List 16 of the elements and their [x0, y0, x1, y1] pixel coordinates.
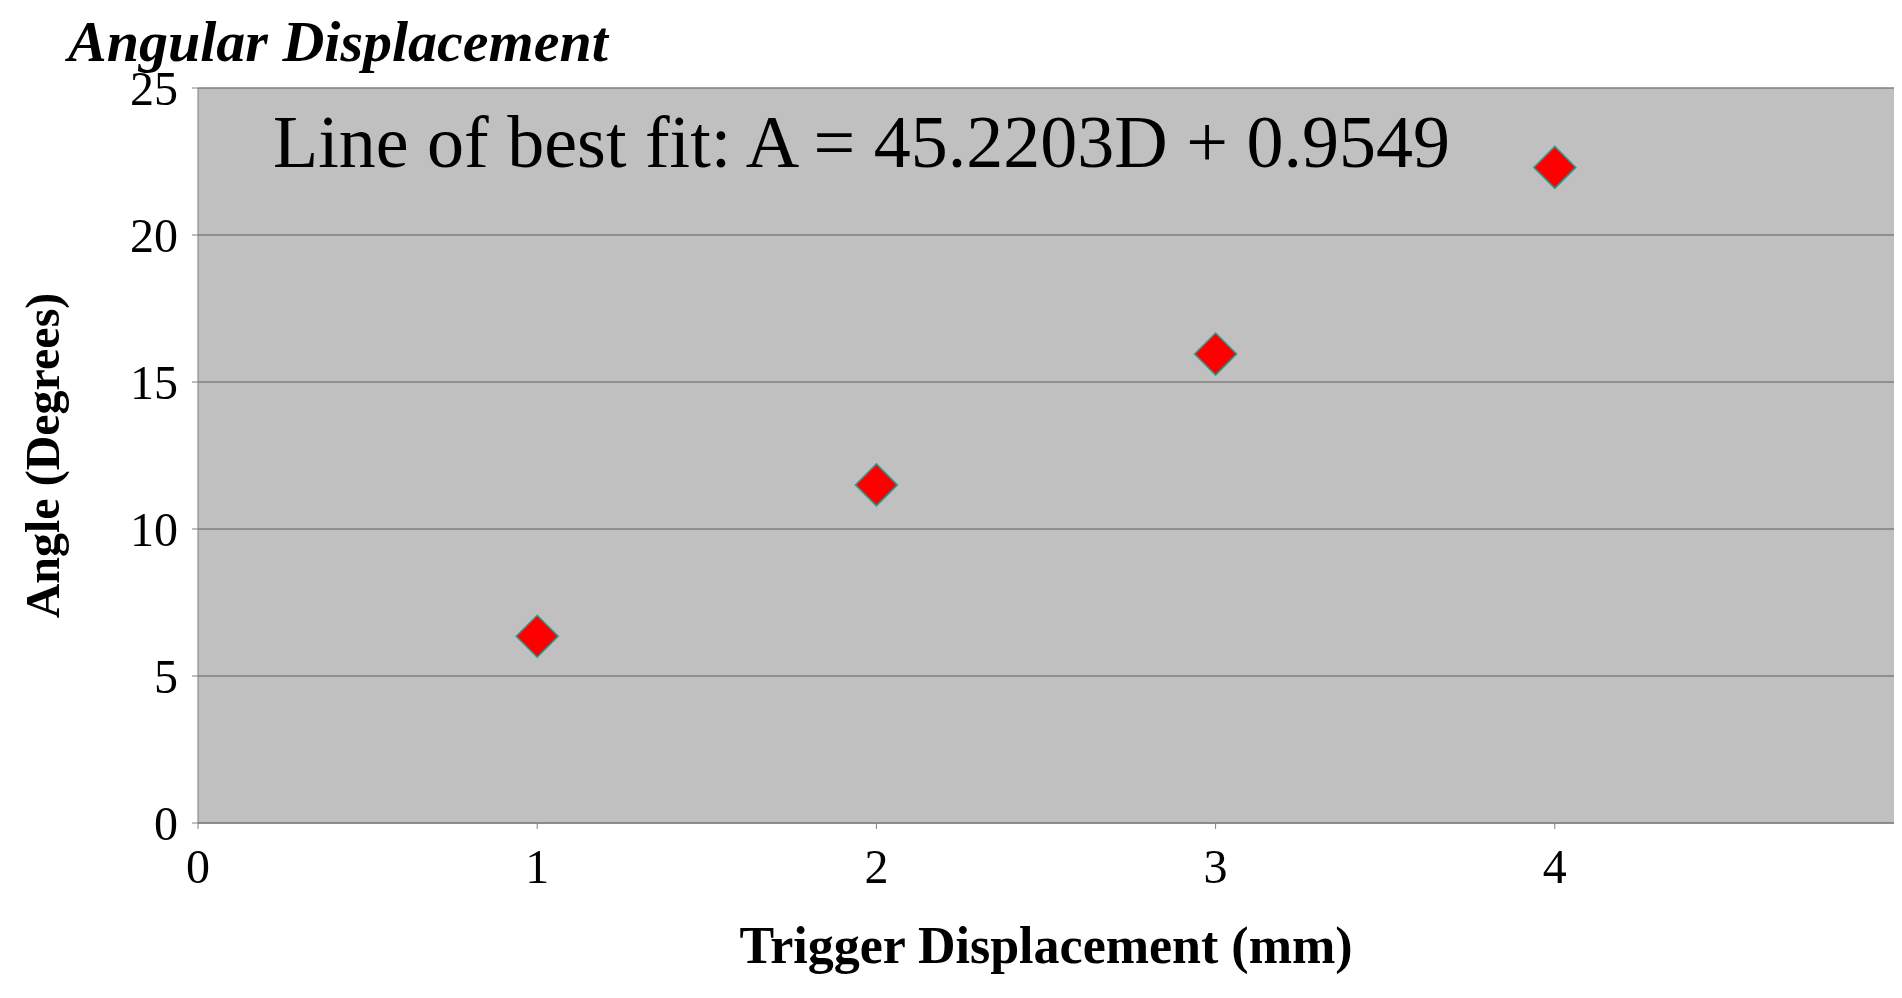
x-axis-title: Trigger Displacement (mm) [739, 917, 1353, 975]
x-tick-label: 3 [1203, 840, 1228, 894]
y-axis-title: Angle (Degrees) [16, 292, 71, 619]
x-tick-label: 4 [1542, 840, 1567, 894]
point [1193, 332, 1238, 376]
y-tick-label: 5 [154, 650, 178, 704]
point [1533, 145, 1577, 190]
point [515, 614, 559, 659]
y-tick-label: 15 [130, 356, 178, 410]
x-tick-label: 1 [525, 840, 550, 894]
y-tick-label: 10 [130, 503, 178, 557]
point [854, 463, 899, 507]
y-tick-label: 0 [154, 797, 178, 851]
y-tick-label: 20 [130, 209, 178, 263]
annotation: Line of best fit: A = 45.2203D + 0.9549 [273, 100, 1450, 185]
x-tick-label: 2 [864, 840, 889, 894]
